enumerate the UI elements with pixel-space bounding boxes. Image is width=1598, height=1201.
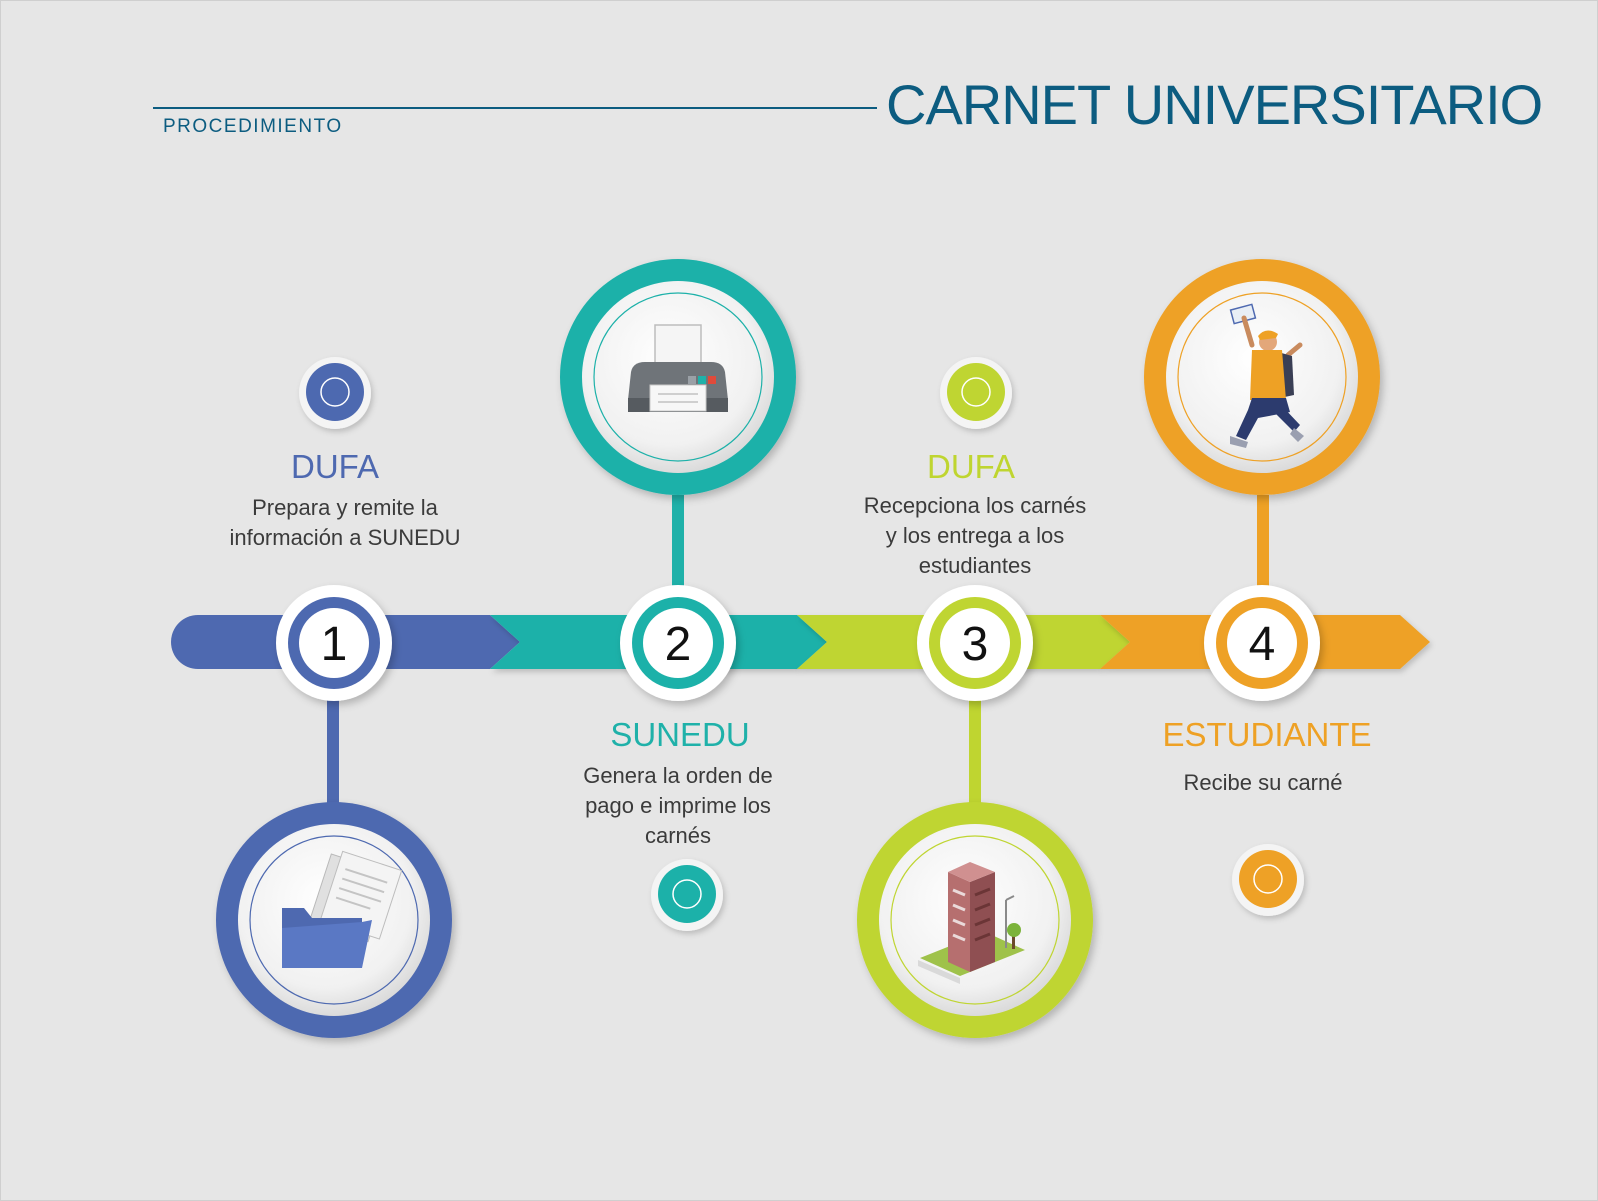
ring-dot-3 xyxy=(940,357,1012,429)
step-marker-1 xyxy=(276,585,392,701)
ring-dot-1 xyxy=(299,357,371,429)
printer-icon xyxy=(628,324,728,412)
stem-1 xyxy=(327,690,339,805)
ring-dot-2 xyxy=(651,859,723,931)
step-description-1: Prepara y remite la información a SUNEDU xyxy=(229,495,461,550)
jumping-student-icon xyxy=(1229,303,1304,448)
stem-4 xyxy=(1257,495,1269,595)
ring-dot-4 xyxy=(1232,844,1304,916)
step-actor-2: SUNEDU xyxy=(610,716,750,753)
folder-icon xyxy=(282,850,403,968)
building-icon xyxy=(918,862,1025,984)
step-description-3: Recepciona los carnés y los entrega a lo… xyxy=(863,493,1087,578)
page-subtitle: PROCEDIMIENTO xyxy=(163,116,343,137)
step-marker-4 xyxy=(1204,585,1320,701)
step-actor-4: ESTUDIANTE xyxy=(1162,716,1372,753)
step-description-4: Recibe su carné xyxy=(1183,770,1343,795)
step-number-1: 1 xyxy=(321,618,348,671)
step-description-2: Genera la orden de pago e imprime los ca… xyxy=(583,763,773,848)
step-number-4: 4 xyxy=(1249,618,1276,671)
page-title: CARNET UNIVERSITARIO xyxy=(886,73,1543,136)
step-actor-3: DUFA xyxy=(926,448,1015,485)
step-actor-1: DUFA xyxy=(290,448,379,485)
stem-2 xyxy=(672,495,684,595)
stem-3 xyxy=(969,690,981,805)
header-rule xyxy=(153,107,877,109)
step-marker-2 xyxy=(620,585,736,701)
step-number-2: 2 xyxy=(665,618,692,671)
step-marker-3 xyxy=(917,585,1033,701)
step-number-3: 3 xyxy=(962,618,989,671)
